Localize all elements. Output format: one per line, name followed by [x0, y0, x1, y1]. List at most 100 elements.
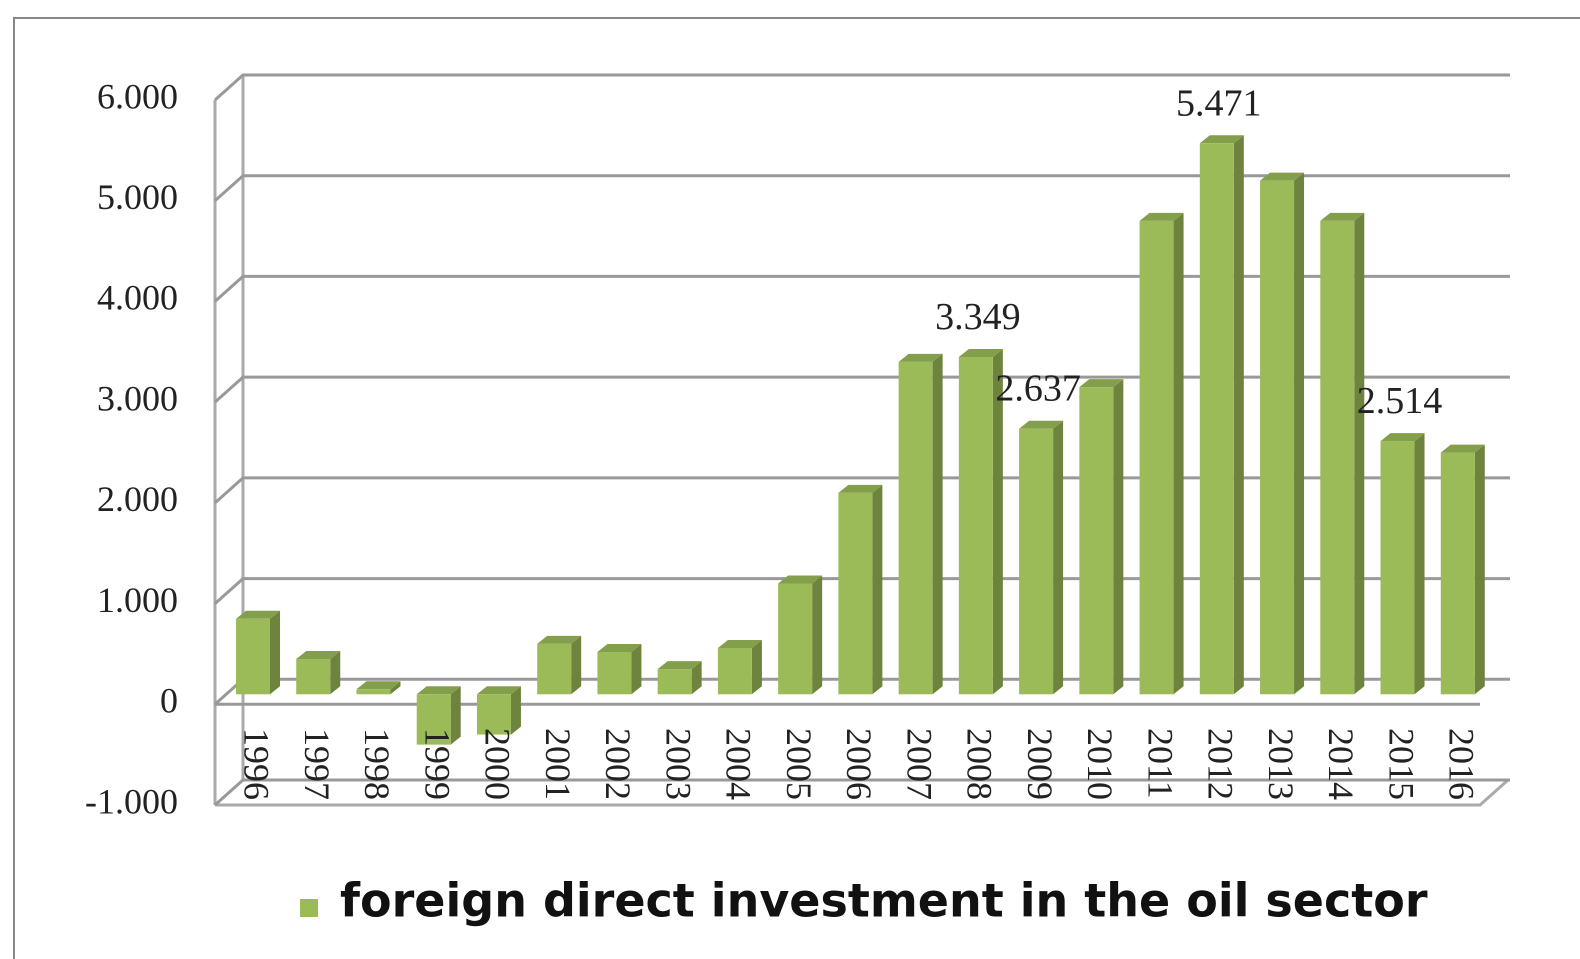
- bar: [1139, 220, 1174, 695]
- x-tick-label: 2016: [1441, 728, 1481, 800]
- value-label: 2.514: [1357, 380, 1443, 422]
- bar-side: [1113, 379, 1124, 695]
- x-tick-label: 2006: [839, 728, 879, 800]
- bar-side: [992, 348, 1003, 695]
- x-tick: 2001: [538, 728, 578, 800]
- x-tick: 1999: [417, 728, 457, 800]
- bar-side: [932, 353, 943, 695]
- value-label: 2.637: [995, 368, 1081, 410]
- y-tick-label: 6.000: [97, 76, 178, 116]
- x-tick-label: 2012: [1201, 728, 1241, 800]
- y-tick-label: 1.000: [97, 580, 178, 620]
- bar-top: [1199, 135, 1244, 144]
- bar-top: [778, 575, 823, 584]
- bar: [1260, 180, 1295, 695]
- value-label: 3.349: [935, 296, 1021, 338]
- x-tick: 2002: [598, 728, 638, 800]
- x-tick: 2016: [1441, 728, 1481, 800]
- bar-top: [537, 635, 582, 644]
- x-tick: 2006: [839, 728, 879, 800]
- bar: [717, 647, 752, 695]
- bar: [236, 618, 270, 695]
- bar-side: [571, 635, 582, 695]
- bar-side: [631, 643, 642, 695]
- bar-top: [1019, 420, 1064, 429]
- bar: [1380, 441, 1415, 695]
- bar: [597, 651, 632, 695]
- grid-line: [214, 174, 1510, 202]
- bar-top: [1440, 444, 1485, 453]
- bar: [898, 361, 933, 695]
- bar-top: [416, 686, 461, 695]
- bar: [657, 669, 692, 695]
- x-tick: 2000: [478, 728, 518, 800]
- value-label: 5.471: [1176, 82, 1262, 124]
- bar-top: [1079, 379, 1124, 388]
- x-tick: 2007: [899, 728, 939, 800]
- x-tick: 2009: [1020, 728, 1060, 800]
- x-tick: 2012: [1201, 728, 1241, 800]
- x-tick-label: 2015: [1381, 728, 1421, 800]
- bar: [1320, 220, 1355, 695]
- legend-swatch: [300, 899, 318, 917]
- bar-top: [1139, 212, 1184, 221]
- x-tick-label: 2005: [779, 728, 819, 800]
- x-tick-label: 2008: [960, 728, 1000, 800]
- bar-side: [812, 575, 823, 695]
- x-tick: 2010: [1080, 728, 1120, 800]
- bar-top: [1320, 212, 1365, 221]
- floor: [215, 778, 1509, 807]
- bar: [1079, 387, 1114, 695]
- x-tick-label: 2011: [1140, 728, 1180, 799]
- y-tick-label: 4.000: [97, 278, 178, 318]
- bar-side: [1173, 212, 1184, 695]
- y-tick-label: -1.000: [85, 781, 178, 821]
- bar: [356, 689, 391, 695]
- bar-top: [958, 348, 1003, 357]
- bar: [537, 643, 572, 695]
- bar-side: [1414, 433, 1425, 695]
- bar: [1440, 452, 1475, 695]
- grid-line: [214, 375, 1510, 404]
- bar-top: [1380, 433, 1425, 442]
- x-tick: 2011: [1140, 728, 1180, 799]
- bar-side: [450, 686, 461, 745]
- bar-side: [691, 661, 702, 695]
- x-tick: 2004: [719, 728, 759, 800]
- bar: [476, 694, 511, 735]
- bar-side: [510, 686, 521, 735]
- bar-side: [1354, 212, 1365, 695]
- y-tick-label: 0: [160, 681, 178, 721]
- grid-line: [214, 73, 1510, 102]
- bar: [1199, 143, 1234, 695]
- bar-top: [838, 484, 883, 493]
- bar: [416, 694, 451, 745]
- grid-line: [214, 274, 1510, 303]
- x-tick: 1998: [357, 728, 397, 800]
- frame: [13, 17, 1580, 959]
- x-tick: 2013: [1261, 728, 1301, 800]
- bar-top: [717, 639, 762, 648]
- x-tick-label: 1996: [237, 728, 277, 800]
- x-tick-label: 2007: [899, 728, 939, 800]
- bar-top: [898, 353, 943, 362]
- bar-side: [390, 681, 401, 695]
- bar-side: [330, 651, 341, 695]
- bar-top: [296, 651, 341, 660]
- bar-top: [476, 686, 521, 695]
- x-tick-label: 1999: [417, 728, 457, 800]
- x-tick: 2008: [960, 728, 1000, 800]
- bar: [958, 356, 993, 695]
- x-tick-label: 2003: [658, 728, 698, 800]
- bar-side: [1474, 444, 1485, 695]
- bar-top: [657, 661, 702, 670]
- x-tick-label: 2004: [719, 728, 759, 800]
- bar-top: [356, 681, 401, 690]
- bar-side: [872, 484, 883, 695]
- y-tick-label: 3.000: [97, 378, 178, 418]
- x-tick: 2005: [779, 728, 819, 800]
- bar-side: [1233, 135, 1244, 695]
- grid-line: [214, 778, 1510, 807]
- x-tick-label: 2009: [1020, 728, 1060, 800]
